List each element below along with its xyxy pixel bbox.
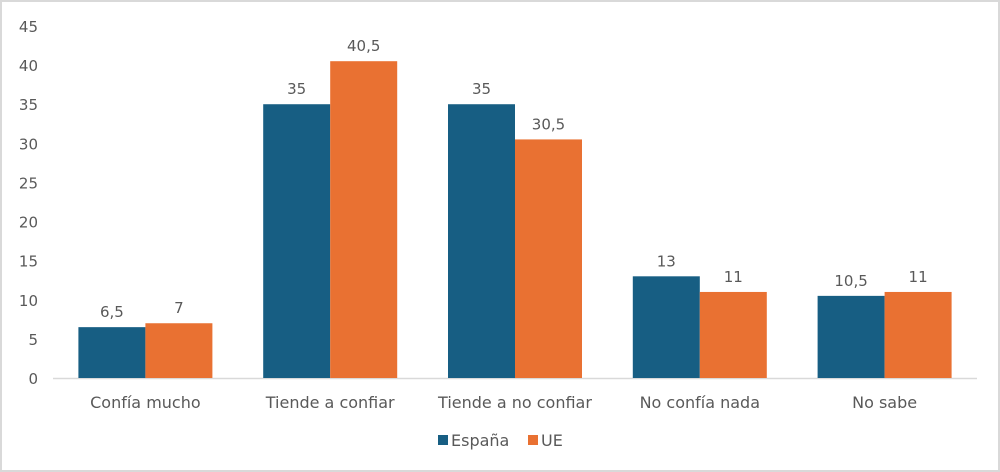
bar-espana <box>78 327 146 378</box>
data-label: 30,5 <box>532 115 565 133</box>
data-label: 7 <box>174 299 184 317</box>
data-label: 11 <box>909 268 928 286</box>
bar-espana <box>263 104 331 378</box>
y-tick-label: 0 <box>28 370 38 388</box>
bar-ue <box>884 291 952 378</box>
y-tick-label: 5 <box>28 331 38 349</box>
data-label: 35 <box>287 80 306 98</box>
y-tick-label: 15 <box>19 253 38 271</box>
y-tick-label: 10 <box>19 292 38 310</box>
bar-espana <box>632 276 700 378</box>
y-tick-label: 25 <box>19 174 38 192</box>
bar-espana <box>817 295 885 378</box>
legend-swatch-espana <box>438 435 448 445</box>
x-tick-label: No sabe <box>852 393 917 412</box>
x-tick-label: No confía nada <box>640 393 760 412</box>
bar-ue <box>330 61 398 378</box>
bar-ue <box>145 323 213 378</box>
bar-espana <box>448 104 515 378</box>
y-tick-label: 20 <box>19 214 38 232</box>
data-label: 6,5 <box>100 303 124 321</box>
data-label: 11 <box>724 268 743 286</box>
y-tick-label: 30 <box>19 135 38 153</box>
x-tick-label: Confía mucho <box>90 393 201 412</box>
legend-label: UE <box>541 431 563 450</box>
data-label: 40,5 <box>347 37 380 55</box>
legend-swatch-ue <box>528 435 538 445</box>
y-tick-label: 40 <box>19 57 38 75</box>
data-label: 13 <box>657 252 676 270</box>
bar-ue <box>515 139 582 378</box>
data-label: 10,5 <box>834 272 867 290</box>
y-tick-label: 35 <box>19 96 38 114</box>
y-tick-label: 45 <box>19 18 38 36</box>
bar-ue <box>699 291 767 378</box>
data-label: 35 <box>472 80 491 98</box>
x-tick-label: Tiende a confiar <box>265 393 395 412</box>
x-tick-label: Tiende a no confiar <box>437 393 592 412</box>
legend-label: España <box>451 431 509 450</box>
